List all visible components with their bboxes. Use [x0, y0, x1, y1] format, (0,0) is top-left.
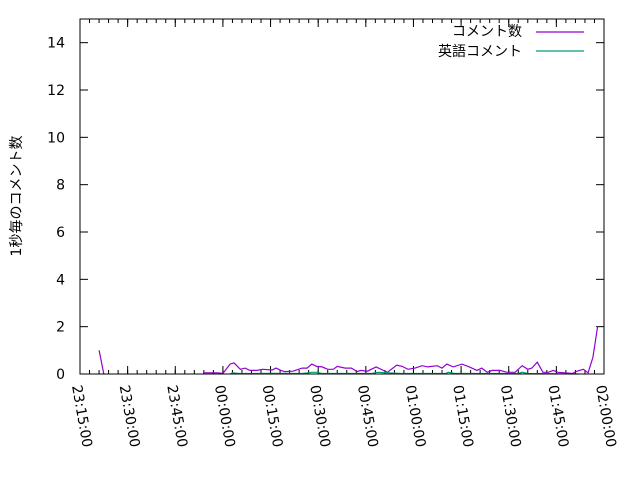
y-tick-label: 0	[56, 367, 65, 383]
series-line-comments	[203, 326, 599, 375]
legend: コメント数 英語コメント	[438, 24, 584, 60]
axis-ticks	[79, 19, 605, 375]
y-tick-label: 12	[47, 83, 65, 99]
x-tick-label: 02:00:00	[592, 384, 619, 449]
plot-frame	[79, 18, 605, 375]
y-tick-labels: 0 2 4 6 8 10 12 14	[47, 36, 65, 383]
y-tick-label: 2	[56, 320, 65, 336]
x-tick-label: 23:30:00	[116, 384, 143, 449]
y-axis-label: 1秒毎のコメント数	[9, 136, 25, 257]
x-tick-label: 01:15:00	[449, 384, 476, 449]
y-tick-label: 14	[47, 36, 65, 52]
x-tick-label: 00:00:00	[211, 384, 238, 449]
series-lines	[98, 326, 599, 375]
x-tick-label: 23:15:00	[68, 384, 95, 449]
x-tick-label: 00:30:00	[306, 384, 333, 449]
series-line-comments	[98, 350, 105, 375]
x-tick-label: 01:45:00	[544, 384, 571, 449]
x-tick-label: 00:45:00	[354, 384, 381, 449]
legend-label-english: 英語コメント	[438, 43, 522, 60]
x-tick-label: 00:15:00	[259, 384, 286, 449]
x-tick-label: 01:00:00	[402, 384, 429, 449]
x-tick-labels: 23:15:00 23:30:00 23:45:00 00:00:00 00:15:00…	[68, 384, 619, 449]
x-tick-label: 23:45:00	[163, 384, 190, 449]
y-tick-label: 4	[56, 272, 65, 288]
legend-label-comments: コメント数	[452, 24, 522, 40]
y-tick-label: 6	[56, 225, 65, 241]
y-tick-label: 8	[56, 178, 65, 194]
y-tick-label: 10	[47, 130, 65, 146]
x-tick-label: 01:30:00	[497, 384, 524, 449]
